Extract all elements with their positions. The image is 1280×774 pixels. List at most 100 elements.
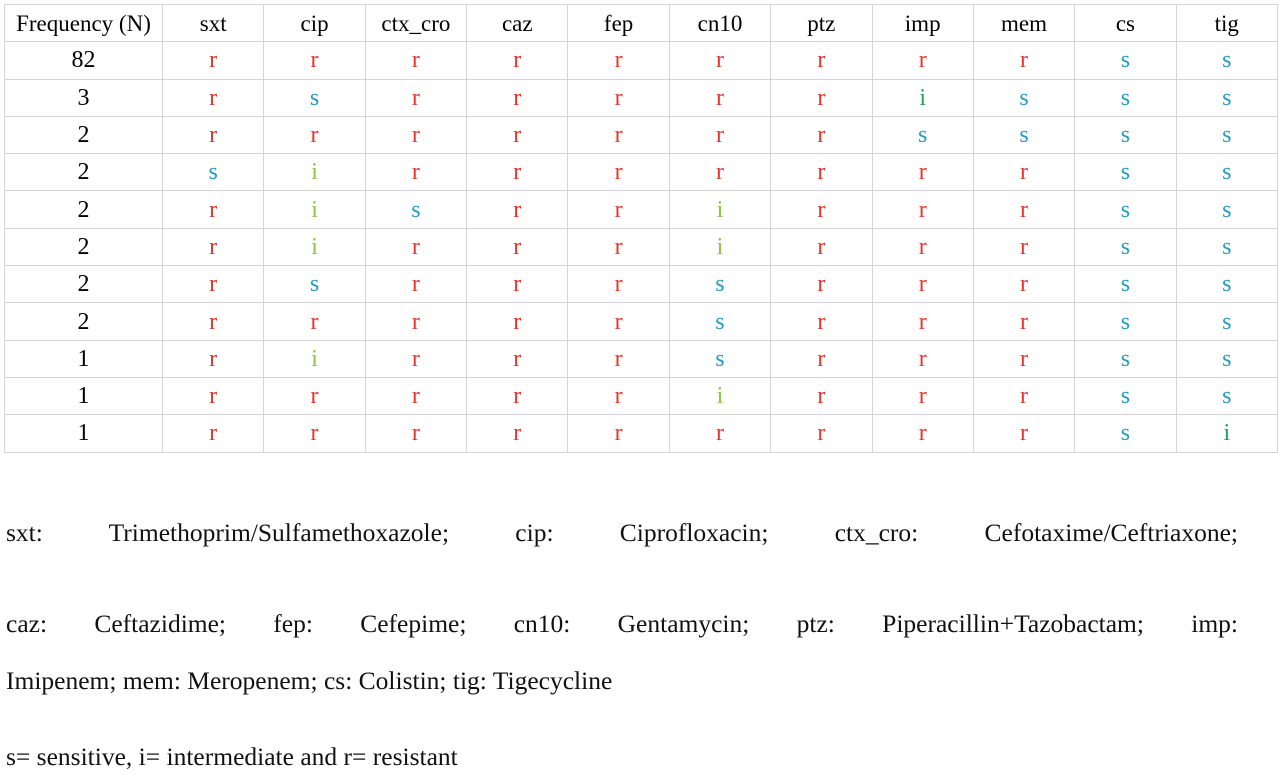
susceptibility-cell: r (161, 414, 265, 453)
susceptibility-cell: s (972, 115, 1076, 155)
susceptibility-cell: r (466, 339, 569, 378)
susceptibility-cell: r (770, 41, 873, 80)
susceptibility-cell: r (466, 414, 569, 453)
susceptibility-cell: s (1175, 41, 1279, 80)
susceptibility-cell: r (972, 227, 1076, 267)
susceptibility-cell: s (668, 339, 772, 378)
susceptibility-cell: r (161, 302, 265, 341)
susceptibility-cell: s (1074, 190, 1177, 229)
susceptibility-cell: r (364, 41, 468, 80)
header-cs: cs (1074, 3, 1177, 43)
susceptibility-cell: r (972, 339, 1076, 378)
frequency-cell: 2 (4, 115, 163, 155)
susceptibility-cell: s (263, 265, 366, 304)
susceptibility-cell: i (263, 339, 366, 378)
susceptibility-cell: r (972, 302, 1076, 341)
susceptibility-cell: r (466, 227, 569, 267)
susceptibility-cell: r (770, 302, 873, 341)
frequency-cell: 2 (4, 227, 163, 267)
susceptibility-cell: r (770, 153, 873, 192)
susceptibility-cell: s (1074, 227, 1177, 267)
table-header: Frequency (N) sxt cip ctx_cro caz fep cn10 ptz i… (4, 3, 1279, 43)
header-mem: mem (972, 3, 1076, 43)
susceptibility-cell: r (364, 302, 468, 341)
susceptibility-cell: r (567, 376, 670, 416)
header-cn10: cn10 (668, 3, 772, 43)
susceptibility-cell: s (1074, 414, 1177, 453)
susceptibility-cell: s (668, 302, 772, 341)
susceptibility-cell: r (161, 265, 265, 304)
susceptibility-cell: r (668, 153, 772, 192)
susceptibility-cell: r (770, 376, 873, 416)
header-caz: caz (466, 3, 569, 43)
susceptibility-cell: r (161, 376, 265, 416)
susceptibility-cell: s (1074, 376, 1177, 416)
susceptibility-cell: r (972, 265, 1076, 304)
header-frequency: Frequency (N) (4, 3, 163, 43)
susceptibility-cell: s (1175, 153, 1279, 192)
susceptibility-cell: r (161, 227, 265, 267)
susceptibility-cell: r (263, 302, 366, 341)
frequency-cell: 3 (4, 78, 163, 117)
susceptibility-cell: s (1175, 376, 1279, 416)
header-ptz: ptz (770, 3, 873, 43)
susceptibility-cell: r (364, 115, 468, 155)
susceptibility-cell: r (871, 227, 974, 267)
susceptibility-cell: r (871, 265, 974, 304)
abbreviations-line-2: caz: Ceftazidime; fep: Cefepime; cn10: G… (6, 609, 1238, 638)
frequency-cell: 2 (4, 190, 163, 229)
susceptibility-cell: s (1175, 339, 1279, 378)
susceptibility-cell: s (871, 115, 974, 155)
susceptibility-cell: s (668, 265, 772, 304)
susceptibility-cell: i (263, 153, 366, 192)
susceptibility-cell: s (1175, 115, 1279, 155)
susceptibility-cell: r (466, 78, 569, 117)
susceptibility-cell: r (466, 190, 569, 229)
susceptibility-cell: r (567, 227, 670, 267)
susceptibility-cell: r (972, 153, 1076, 192)
legend-text: s= sensitive, i= intermediate and r= res… (6, 742, 458, 771)
header-cip: cip (263, 3, 366, 43)
susceptibility-cell: r (567, 153, 670, 192)
susceptibility-cell: r (466, 302, 569, 341)
susceptibility-cell: r (668, 115, 772, 155)
susceptibility-cell: r (466, 153, 569, 192)
susceptibility-cell: r (263, 414, 366, 453)
susceptibility-cell: s (364, 190, 468, 229)
susceptibility-cell: r (161, 78, 265, 117)
susceptibility-cell: s (1074, 302, 1177, 341)
table-body: 82 r r r r r r r r r s s 3 r s r r r r r i s s s 2 r r r r r r r s s s s 2 s i… (4, 41, 1279, 453)
frequency-cell: 1 (4, 339, 163, 378)
susceptibility-cell: r (770, 339, 873, 378)
susceptibility-cell: r (567, 190, 670, 229)
susceptibility-cell: r (668, 78, 772, 117)
susceptibility-cell: s (263, 78, 366, 117)
susceptibility-cell: r (770, 115, 873, 155)
susceptibility-cell: s (1175, 302, 1279, 341)
header-tig: tig (1175, 3, 1279, 43)
susceptibility-cell: r (972, 190, 1076, 229)
susceptibility-cell: i (668, 190, 772, 229)
susceptibility-cell: r (161, 190, 265, 229)
susceptibility-cell: r (770, 265, 873, 304)
susceptibility-cell: r (871, 41, 974, 80)
susceptibility-cell: r (567, 265, 670, 304)
susceptibility-cell: r (770, 190, 873, 229)
susceptibility-cell: r (871, 376, 974, 416)
susceptibility-cell: r (972, 414, 1076, 453)
susceptibility-cell: r (364, 376, 468, 416)
resistance-table: Frequency (N) sxt cip ctx_cro caz fep cn10 ptz i… (4, 3, 1279, 453)
susceptibility-cell: r (567, 302, 670, 341)
header-imp: imp (871, 3, 974, 43)
susceptibility-cell: r (364, 78, 468, 117)
susceptibility-cell: r (466, 265, 569, 304)
susceptibility-cell: s (1175, 265, 1279, 304)
susceptibility-cell: s (1175, 78, 1279, 117)
susceptibility-cell: s (1074, 115, 1177, 155)
susceptibility-cell: r (364, 265, 468, 304)
